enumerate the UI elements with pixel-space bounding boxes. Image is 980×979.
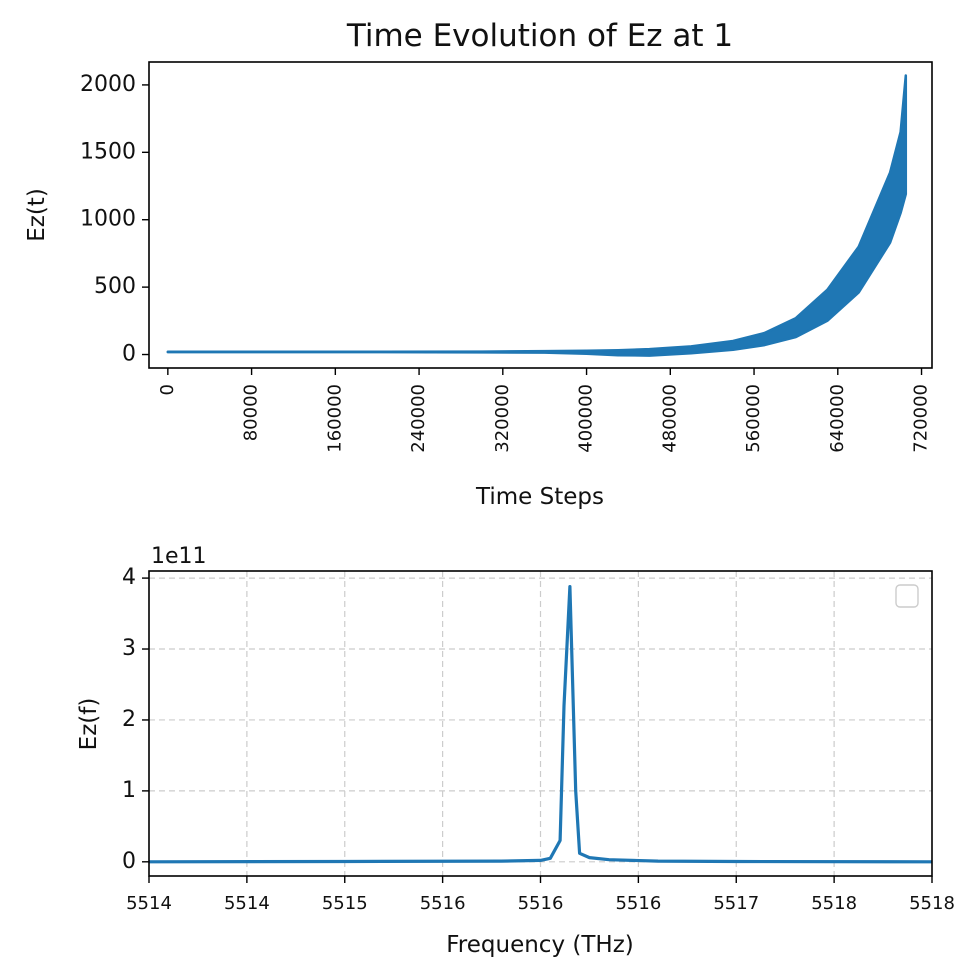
top-chart: Time Evolution of Ez at 1 0 80000 160000 24… <box>24 18 933 510</box>
x-tick-label: 640000 <box>827 384 848 453</box>
bottom-plot-area <box>148 584 933 864</box>
bottom-x-axis: 5514 5514 5515 5516 5516 5516 5517 5518 5518 <box>126 876 955 914</box>
y-tick-label: 2000 <box>80 72 136 97</box>
y-tick-label: 1000 <box>80 207 136 232</box>
x-tick-label: 480000 <box>659 384 680 453</box>
x-tick-label: 240000 <box>408 384 429 453</box>
bottom-y-axis: 0 1 2 3 4 <box>122 565 149 874</box>
y-tick-label: 4 <box>122 565 136 590</box>
x-tick-label: 400000 <box>576 384 597 453</box>
top-x-axis: 0 80000 160000 240000 320000 400000 480000 5600… <box>157 368 932 453</box>
y-tick-label: 1 <box>122 778 136 803</box>
x-tick-label: 5514 <box>224 893 270 914</box>
x-tick-label: 5516 <box>615 893 661 914</box>
x-tick-label: 5515 <box>322 893 368 914</box>
x-tick-label: 5516 <box>420 893 466 914</box>
top-chart-title: Time Evolution of Ez at 1 <box>346 18 733 54</box>
x-tick-label: 80000 <box>241 384 262 441</box>
top-plot-frame <box>148 61 933 369</box>
x-tick-label: 560000 <box>743 384 764 453</box>
x-tick-label: 5518 <box>811 893 857 914</box>
top-plot-area <box>166 74 908 357</box>
x-tick-label: 320000 <box>492 384 513 453</box>
x-tick-label: 5518 <box>909 893 955 914</box>
bottom-y-offset-text: 1e11 <box>151 544 207 569</box>
y-tick-label: 1500 <box>80 139 136 164</box>
bottom-grid <box>149 571 932 876</box>
bottom-y-axis-label: Ez(f) <box>76 698 102 751</box>
bottom-x-axis-label: Frequency (THz) <box>446 932 634 958</box>
x-tick-label: 5517 <box>713 893 759 914</box>
empty-legend <box>895 584 919 608</box>
top-y-axis: 0 500 1000 1500 2000 <box>80 72 149 367</box>
bottom-chart: 5514 5514 5515 5516 5516 5516 5517 5518 5518 0 1 2… <box>76 544 955 958</box>
y-tick-label: 0 <box>122 342 136 367</box>
top-x-axis-label: Time Steps <box>475 484 604 510</box>
x-tick-label: 5514 <box>126 893 172 914</box>
y-tick-label: 500 <box>94 274 136 299</box>
x-tick-label: 0 <box>157 384 178 395</box>
x-tick-label: 720000 <box>911 384 932 453</box>
spectrum-line <box>148 584 933 864</box>
y-tick-label: 3 <box>122 636 136 661</box>
x-tick-label: 160000 <box>324 384 345 453</box>
top-y-axis-label: Ez(t) <box>24 188 50 242</box>
y-tick-label: 0 <box>122 849 136 874</box>
x-tick-label: 5516 <box>518 893 564 914</box>
y-tick-label: 2 <box>122 707 136 732</box>
series-band <box>166 74 908 357</box>
